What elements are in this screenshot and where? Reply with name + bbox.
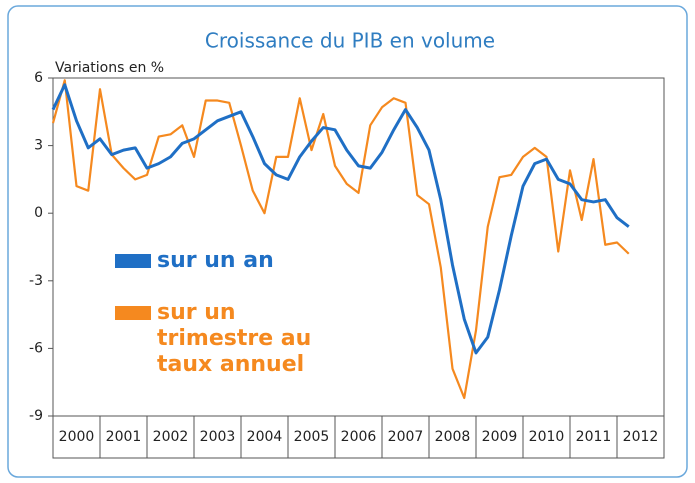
y-tick-label: -9 xyxy=(29,408,43,424)
x-tick-label: 2009 xyxy=(482,429,518,445)
legend-swatch xyxy=(115,306,151,320)
legend-label: sur un trimestre au taux annuel xyxy=(157,300,312,377)
y-tick-label: 6 xyxy=(34,70,43,86)
chart-title: Croissance du PIB en volume xyxy=(205,29,495,53)
y-tick-label: -6 xyxy=(29,340,43,356)
y-axis-label: Variations en % xyxy=(55,60,164,76)
y-tick-label: -3 xyxy=(29,273,43,289)
x-tick-label: 2008 xyxy=(435,429,471,445)
x-tick-label: 2000 xyxy=(59,429,95,445)
x-tick-label: 2005 xyxy=(294,429,330,445)
legend-item: sur un an xyxy=(115,248,352,274)
y-tick-label: 0 xyxy=(34,205,43,221)
plot-frame xyxy=(52,77,665,459)
x-tick-label: 2012 xyxy=(623,429,659,445)
x-tick-label: 2011 xyxy=(576,429,612,445)
x-tick-label: 2001 xyxy=(106,429,142,445)
series-line xyxy=(51,83,630,355)
frame xyxy=(7,5,688,478)
x-tick-label: 2007 xyxy=(388,429,424,445)
x-tick-label: 2006 xyxy=(341,429,377,445)
x-tick-label: 2010 xyxy=(529,429,565,445)
x-tick-label: 2004 xyxy=(247,429,283,445)
legend-swatch xyxy=(115,254,151,268)
legend-label: sur un an xyxy=(157,248,274,273)
y-tick-label: 3 xyxy=(34,138,43,154)
legend-item: sur un trimestre au taux annuel xyxy=(115,300,352,378)
x-tick-label: 2003 xyxy=(200,429,236,445)
x-tick-label: 2002 xyxy=(153,429,189,445)
